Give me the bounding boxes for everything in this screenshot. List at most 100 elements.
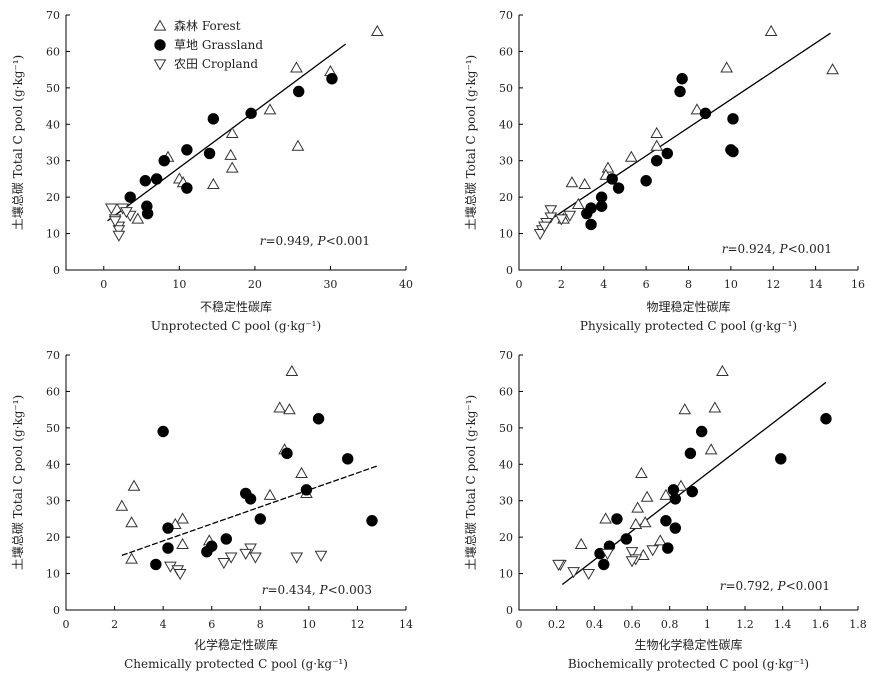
y-tick-label: 70 bbox=[499, 9, 513, 22]
point-grassland bbox=[366, 515, 378, 527]
x-tick-label: 16 bbox=[851, 278, 865, 291]
point-grassland bbox=[620, 533, 633, 545]
point-cropland bbox=[538, 221, 551, 233]
legend: 森林 Forest 草地 Grassland 农田 Cropland bbox=[153, 18, 263, 71]
point-grassland bbox=[157, 425, 169, 438]
x-tick-label: 14 bbox=[809, 278, 823, 291]
y-tick-label: 20 bbox=[46, 191, 60, 204]
x-tick-label: 40 bbox=[399, 278, 413, 291]
y-axis-label: 土壤总碳 Total C pool (g·kg⁻¹) bbox=[10, 395, 25, 570]
point-forest bbox=[290, 61, 303, 73]
y-axis-label: 土壤总碳 Total C pool (g·kg⁻¹) bbox=[463, 395, 478, 570]
y-tick-label: 0 bbox=[506, 604, 513, 617]
point-forest bbox=[704, 443, 718, 455]
point-grassland bbox=[220, 533, 232, 545]
point-forest bbox=[273, 401, 287, 413]
point-forest bbox=[629, 517, 643, 530]
point-cropland bbox=[290, 552, 304, 564]
point-cropland bbox=[108, 216, 122, 228]
series-grassland bbox=[124, 73, 338, 220]
point-grassland bbox=[342, 453, 354, 465]
legend-label: 森林 Forest bbox=[174, 18, 241, 33]
point-grassland bbox=[326, 73, 338, 85]
point-forest bbox=[206, 177, 220, 190]
point-cropland bbox=[217, 558, 231, 570]
point-grassland bbox=[181, 144, 193, 156]
y-tick-label: 20 bbox=[499, 531, 513, 544]
point-forest bbox=[225, 161, 239, 173]
point-forest bbox=[283, 403, 296, 415]
series-cropland bbox=[552, 545, 660, 581]
point-grassland bbox=[162, 542, 174, 554]
point-forest bbox=[571, 197, 585, 210]
point-forest bbox=[285, 364, 299, 377]
point-forest bbox=[115, 499, 129, 511]
point-grassland bbox=[124, 191, 136, 203]
point-grassland bbox=[695, 425, 708, 438]
point-forest bbox=[631, 501, 645, 513]
point-forest bbox=[125, 516, 138, 528]
point-forest bbox=[716, 364, 729, 377]
point-forest bbox=[131, 212, 145, 224]
stat-annotation: r=0.949, P<0.001 bbox=[260, 234, 370, 248]
stat-annotation: r=0.434, P<0.003 bbox=[262, 583, 372, 597]
x-tick-label: 8 bbox=[685, 278, 692, 291]
x-tick-label: 0.4 bbox=[586, 618, 604, 631]
point-grassland bbox=[158, 155, 170, 167]
point-forest bbox=[635, 466, 648, 479]
y-tick-label: 10 bbox=[499, 228, 513, 241]
y-tick-label: 70 bbox=[46, 349, 60, 362]
point-grassland bbox=[611, 513, 623, 525]
y-tick-label: 60 bbox=[46, 45, 60, 58]
y-tick-label: 50 bbox=[46, 422, 60, 435]
point-forest bbox=[624, 150, 638, 162]
point-cropland bbox=[224, 552, 238, 564]
point-grassland bbox=[684, 447, 697, 460]
y-tick-label: 70 bbox=[499, 349, 513, 362]
series-forest bbox=[131, 24, 384, 224]
point-grassland bbox=[674, 85, 686, 98]
x-tick-label: 1 bbox=[704, 618, 711, 631]
x-tick-label: 10 bbox=[302, 618, 316, 631]
point-cropland bbox=[544, 205, 558, 217]
point-forest bbox=[690, 103, 704, 115]
regression-line bbox=[539, 32, 831, 227]
point-grassland bbox=[661, 147, 674, 160]
y-tick-label: 70 bbox=[46, 9, 60, 22]
point-grassland bbox=[300, 484, 313, 496]
point-grassland bbox=[150, 558, 162, 571]
y-tick-label: 20 bbox=[46, 531, 60, 544]
point-grassland bbox=[662, 542, 674, 554]
series-grassland bbox=[594, 413, 832, 571]
x-tick-label: 10 bbox=[724, 278, 738, 291]
point-grassland bbox=[150, 173, 163, 185]
point-grassland bbox=[245, 107, 257, 120]
point-grassland bbox=[640, 175, 652, 187]
y-tick-label: 0 bbox=[506, 264, 513, 277]
point-grassland bbox=[162, 522, 174, 534]
point-grassland bbox=[676, 73, 688, 85]
point-forest bbox=[640, 490, 654, 502]
point-forest bbox=[574, 537, 588, 550]
legend-label: 农田 Cropland bbox=[174, 57, 258, 71]
legend-label: 草地 Grassland bbox=[174, 38, 263, 52]
point-grassland bbox=[244, 493, 257, 505]
point-grassland bbox=[669, 522, 682, 534]
point-cropland bbox=[112, 230, 126, 242]
panel-physically-protected: 0 10 20 30 40 50 60 70 0 2 4 6 8 10 12 14 16 物理稳定性碳库 Physi… bbox=[463, 9, 865, 333]
y-tick-label: 40 bbox=[499, 118, 513, 131]
point-forest bbox=[565, 176, 579, 188]
x-tick-label: 0.2 bbox=[548, 618, 566, 631]
y-tick-label: 30 bbox=[46, 495, 60, 508]
point-grassland bbox=[581, 207, 593, 220]
x-tick-label: 0 bbox=[63, 618, 70, 631]
point-cropland bbox=[173, 568, 187, 581]
y-tick-label: 40 bbox=[499, 458, 513, 471]
point-forest bbox=[578, 177, 592, 190]
stat-annotation: r=0.792, P<0.001 bbox=[720, 579, 830, 593]
point-grassland bbox=[727, 113, 739, 125]
point-grassland bbox=[660, 515, 672, 527]
y-tick-label: 30 bbox=[499, 155, 513, 168]
y-tick-label: 0 bbox=[53, 604, 60, 617]
